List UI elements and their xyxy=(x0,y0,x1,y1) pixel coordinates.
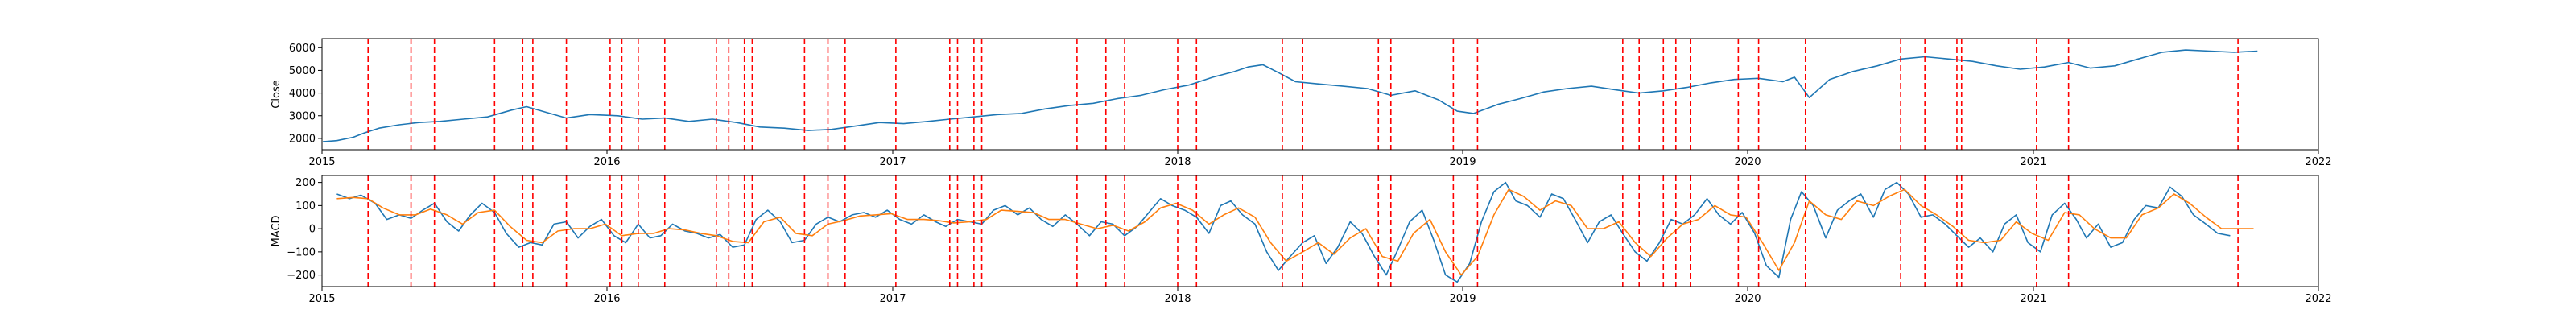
close-y-axis-label: Close xyxy=(270,80,283,108)
close-y-tick-label: 2000 xyxy=(289,133,316,145)
macd-x-tick-label: 2016 xyxy=(593,293,620,305)
close-x-tick-label: 2017 xyxy=(879,156,906,168)
macd-x-tick-label: 2018 xyxy=(1164,293,1191,305)
close-y-tick-label: 3000 xyxy=(289,110,316,122)
close-x-tick-label: 2019 xyxy=(1449,156,1476,168)
macd-x-tick-label: 2017 xyxy=(879,293,906,305)
close-series-0-line xyxy=(322,49,2258,142)
close-y-tick-label: 5000 xyxy=(289,65,316,77)
close-x-tick-label: 2015 xyxy=(308,156,335,168)
macd-y-axis-label: MACD xyxy=(270,216,283,247)
close-x-tick-label: 2016 xyxy=(593,156,620,168)
close-x-tick-label: 2021 xyxy=(2020,156,2046,168)
macd-x-tick-label: 2022 xyxy=(2305,293,2331,305)
macd-y-tick-label: 200 xyxy=(295,177,316,189)
close-x-tick-label: 2020 xyxy=(1734,156,1761,168)
macd-y-tick-label: 100 xyxy=(295,200,316,213)
macd-series-1-line xyxy=(336,188,2254,276)
close-x-tick-label: 2018 xyxy=(1164,156,1191,168)
close-price-panel: 2000 3000 4000 5000 6000 2015 2016 2017 2018 2019… xyxy=(270,38,2332,168)
close-x-tick-label: 2022 xyxy=(2305,156,2331,168)
macd-panel: −200 −100 0 100 200 2015 2016 2017 2018 2019 2020 2… xyxy=(270,175,2332,305)
macd-x-tick-label: 2019 xyxy=(1449,293,1476,305)
macd-y-tick-label: −200 xyxy=(287,270,316,282)
macd-y-tick-label: 0 xyxy=(309,224,316,236)
macd-x-tick-label: 2015 xyxy=(308,293,335,305)
close-axes-frame xyxy=(321,38,2319,151)
macd-series-0-line xyxy=(336,181,2231,283)
close-y-tick-label: 4000 xyxy=(289,88,316,100)
close-y-tick-label: 6000 xyxy=(289,43,316,55)
macd-axes-frame xyxy=(321,175,2319,287)
macd-x-tick-label: 2020 xyxy=(1734,293,1761,305)
macd-y-tick-label: −100 xyxy=(287,246,316,258)
macd-x-tick-label: 2021 xyxy=(2020,293,2046,305)
